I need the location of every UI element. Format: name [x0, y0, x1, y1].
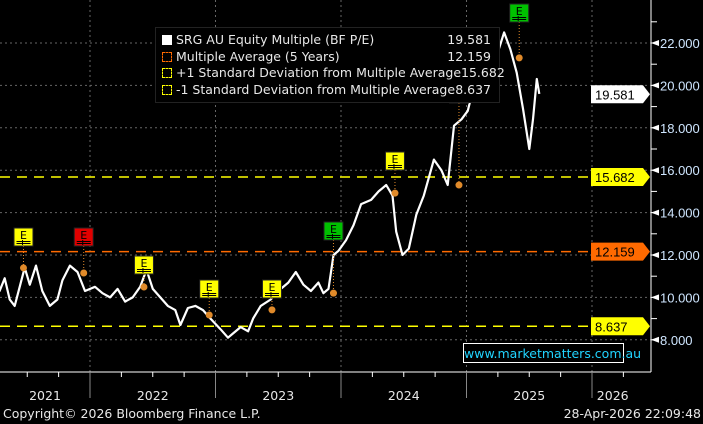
y-tick-arrow [651, 124, 659, 131]
legend-item-minus-1sd: -1 Standard Deviation from Multiple Aver… [156, 82, 499, 99]
value-tag [591, 167, 650, 186]
value-tag-label: 15.682 [595, 170, 635, 185]
earnings-marker-bars [136, 268, 151, 273]
value-tag [591, 85, 650, 104]
value-tag [591, 242, 650, 261]
y-tick-arrow [651, 209, 659, 216]
x-tick-label: 2025 [513, 388, 545, 403]
earnings-dot [140, 283, 148, 291]
y-tick-label: 16.000 [660, 163, 700, 178]
value-tag-label: 8.637 [595, 319, 628, 334]
legend-item-plus-1sd: +1 Standard Deviation from Multiple Aver… [156, 65, 505, 82]
earnings-dot [329, 289, 337, 297]
x-tick-label: 2022 [137, 388, 169, 403]
legend-value: 19.581 [447, 32, 491, 47]
y-tick-arrow [651, 167, 659, 174]
y-tick-arrow [651, 40, 659, 46]
earnings-marker-label: E [206, 281, 213, 294]
y-tick-label: 20.000 [660, 78, 700, 93]
legend-label: Multiple Average (5 Years) [176, 48, 340, 64]
watermark-link[interactable]: www.marketmatters.com.au [463, 343, 641, 363]
y-tick-label: 18.000 [660, 121, 700, 136]
legend-item-pe: SRG AU Equity Multiple (BF P/E) 19.581 [156, 32, 499, 49]
y-tick-label: 22.000 [660, 36, 700, 51]
legend-swatch-yellow [162, 84, 172, 95]
y-tick-arrow [651, 82, 659, 89]
legend-swatch-white [162, 35, 172, 46]
earnings-marker-label: E [268, 281, 275, 294]
pe-series-line [0, 31, 541, 339]
x-tick-label: 2024 [388, 388, 420, 403]
value-tag [591, 317, 650, 336]
legend-swatch-yellow [162, 68, 172, 79]
earnings-dot [19, 264, 27, 272]
earnings-marker-label: E [20, 229, 27, 242]
legend-value: 15.682 [461, 65, 505, 80]
y-tick-label: 10.000 [660, 290, 700, 305]
y-tick-arrow [651, 252, 659, 258]
earnings-marker-label: E [516, 5, 523, 18]
legend: SRG AU Equity Multiple (BF P/E) 19.581 Mu… [155, 27, 505, 103]
value-tag-label: 12.159 [595, 245, 635, 260]
legend-label: +1 Standard Deviation from Multiple Aver… [176, 65, 462, 80]
earnings-marker-label: E [80, 229, 87, 242]
earnings-marker-bars [16, 240, 31, 245]
timestamp-text: 28-Apr-2026 22:09:48 [563, 406, 701, 421]
legend-label: -1 Standard Deviation from Multiple Aver… [176, 81, 456, 97]
value-tag-label: 19.581 [595, 87, 635, 102]
earnings-marker-bars [512, 16, 527, 21]
x-tick-label: 2023 [262, 388, 294, 403]
earnings-dot [80, 269, 88, 277]
earnings-dot [515, 54, 523, 62]
y-tick-arrow [651, 336, 659, 343]
x-tick-label: 2021 [29, 388, 61, 403]
earnings-marker-bars [76, 240, 91, 245]
earnings-dot [391, 189, 399, 197]
x-tick-label: 2026 [597, 388, 629, 403]
earnings-marker-bars [326, 234, 341, 239]
earnings-marker-label: E [140, 257, 147, 270]
earnings-dot [455, 181, 463, 189]
copyright-text: Copyright© 2026 Bloomberg Finance L.P. [3, 406, 261, 421]
earnings-marker-bars [202, 292, 217, 297]
y-tick-label: 8.000 [660, 333, 693, 348]
earnings-dot [268, 306, 276, 314]
y-tick-label: 12.000 [660, 248, 700, 263]
earnings-marker-bars [387, 164, 402, 169]
legend-label: SRG AU Equity Multiple (BF P/E) [176, 32, 375, 47]
earnings-marker-bars [264, 292, 279, 297]
earnings-marker-label: E [330, 223, 337, 236]
y-tick-arrow [651, 294, 659, 301]
legend-value: 12.159 [447, 48, 491, 64]
y-tick-label: 14.000 [660, 206, 700, 221]
earnings-marker-label: E [391, 153, 398, 166]
legend-swatch-orange [162, 51, 172, 62]
legend-value: 8.637 [455, 81, 491, 97]
legend-item-average: Multiple Average (5 Years) 12.159 [156, 49, 499, 66]
earnings-dot [205, 311, 213, 319]
